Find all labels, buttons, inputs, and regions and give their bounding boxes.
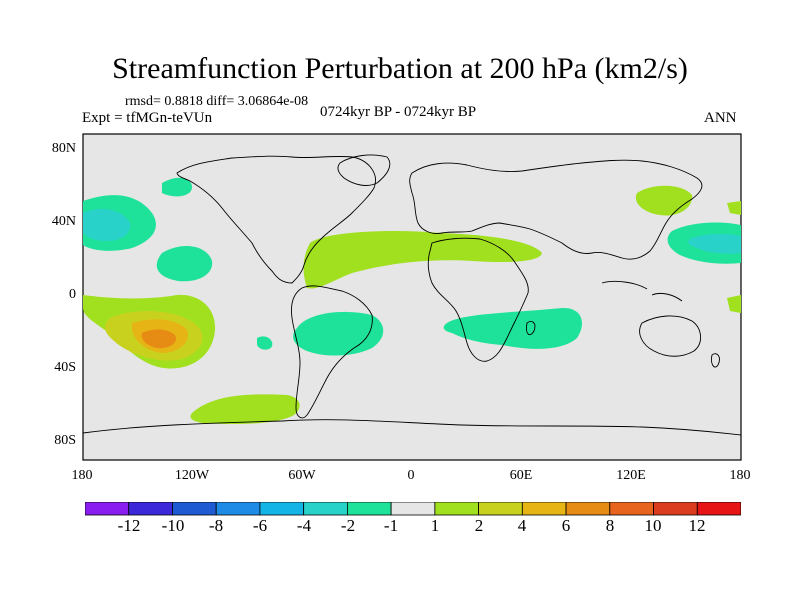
colorbar-label: 10 xyxy=(644,516,662,535)
colorbar-cell xyxy=(565,502,611,516)
colorbar-cell xyxy=(128,502,173,516)
contour-satl-neg xyxy=(293,311,384,356)
lon-label-180e: 180 xyxy=(729,468,751,483)
madagascar-coast xyxy=(526,320,536,336)
contour-edge-pos-south xyxy=(727,295,741,313)
lon-label-60e: 60E xyxy=(509,468,533,483)
colorbar-cell xyxy=(85,502,130,516)
season-label: ANN xyxy=(704,110,737,126)
colorbar-cell xyxy=(609,502,654,516)
colorbar-cell xyxy=(434,502,479,516)
africa-coast xyxy=(427,237,529,362)
colorbar-cell xyxy=(303,502,348,516)
lon-label-120w: 120W xyxy=(174,468,210,483)
colorbar-label: -2 xyxy=(340,516,356,535)
colorbar-cell xyxy=(215,502,261,516)
colorbar-cell xyxy=(346,502,392,516)
colorbar-cell xyxy=(478,502,523,516)
contour-spac-pos-4 xyxy=(141,329,177,349)
colorbar-label: -4 xyxy=(296,516,312,535)
colorbar-cell xyxy=(172,502,217,516)
north-america-coast xyxy=(176,155,376,284)
colorbar-cell xyxy=(653,502,698,516)
world-map xyxy=(82,133,742,461)
eurasia-coast xyxy=(409,159,703,260)
chart-title: Streamfunction Perturbation at 200 hPa (… xyxy=(112,52,688,85)
experiment-label: Expt = tfMGn-teVUn xyxy=(82,110,213,126)
south-america-coast xyxy=(291,285,373,419)
colorbar-label: -1 xyxy=(383,516,399,535)
colorbar-label: 6 xyxy=(561,516,571,535)
period-label: 0724kyr BP - 0724kyr BP xyxy=(320,104,477,120)
stats-text: rmsd= 0.8818 diff= 3.06864e-08 xyxy=(125,94,309,109)
new-zealand-coast xyxy=(711,353,720,368)
contour-tropical-pac-neg xyxy=(156,246,213,282)
colorbar-label: -12 xyxy=(117,516,141,535)
contour-small-neg xyxy=(257,336,273,350)
colorbar-label: -10 xyxy=(161,516,185,535)
lon-label-0: 0 xyxy=(407,468,415,483)
colorbar-label: 1 xyxy=(430,516,440,535)
colorbar-cell xyxy=(696,502,741,516)
maritime-continent-coast xyxy=(601,280,683,302)
contour-npac-east-neg-inner xyxy=(688,233,741,254)
lon-label-180w: 180 xyxy=(71,468,93,483)
colorbar xyxy=(85,502,741,516)
colorbar-label: 8 xyxy=(605,516,615,535)
perturbation-contours xyxy=(83,177,741,425)
contour-npac-east-pos xyxy=(635,185,693,216)
colorbar-cell xyxy=(390,502,436,516)
colorbar-label: 4 xyxy=(517,516,527,535)
colorbar-label: 12 xyxy=(688,516,706,535)
lat-label-40n: 40N xyxy=(51,214,76,229)
colorbar-cell xyxy=(259,502,305,516)
colorbar-label: 2 xyxy=(474,516,484,535)
contour-alaska-neg xyxy=(162,177,192,197)
lat-label-80n: 80N xyxy=(51,141,76,156)
colorbar-label: -8 xyxy=(208,516,224,535)
lat-label-40s: 40S xyxy=(54,360,76,375)
lon-label-120e: 120E xyxy=(616,468,646,483)
australia-coast xyxy=(639,315,701,357)
contour-edge-pos-north xyxy=(727,201,741,215)
contour-southern-pos xyxy=(190,394,300,425)
colorbar-label: -6 xyxy=(252,516,268,535)
coastlines xyxy=(82,154,742,436)
contour-npac-west-neg-inner xyxy=(83,208,131,241)
contour-natl-pos xyxy=(303,231,542,289)
lon-label-60w: 60W xyxy=(288,468,316,483)
antarctica-coast xyxy=(82,419,742,436)
greenland-coast xyxy=(337,154,391,186)
lat-label-0: 0 xyxy=(69,287,76,302)
contour-indian-neg xyxy=(443,307,582,349)
colorbar-cell xyxy=(521,502,567,516)
lat-label-80s: 80S xyxy=(54,433,76,448)
